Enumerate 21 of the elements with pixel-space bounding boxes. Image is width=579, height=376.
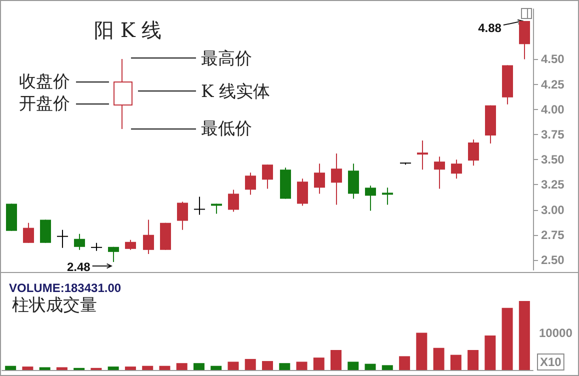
annotation: 收盘价 <box>19 72 70 92</box>
annotation: 2.48 <box>66 260 91 274</box>
chart-title: VOLUME:183431.00 <box>9 281 122 295</box>
annotation: 最低价 <box>201 119 252 139</box>
annotation: 4.88 <box>478 21 502 36</box>
y-tick-label: 2.75 <box>541 228 565 242</box>
chart-subtitle: 柱状成交量 <box>12 296 97 316</box>
text: 10000 <box>539 326 573 340</box>
y-tick-label: 3.00 <box>541 202 565 217</box>
y-tick-label: 3.50 <box>541 152 565 167</box>
annotation: K 线实体 <box>201 82 270 102</box>
text: X10 <box>540 355 562 369</box>
y-tick-label: 2.50 <box>541 252 565 267</box>
annotation: 开盘价 <box>19 94 70 114</box>
annotation: 最高价 <box>201 49 252 69</box>
y-tick-label: 4.25 <box>541 77 565 92</box>
y-tick-label: 3.25 <box>541 178 565 192</box>
text: 阳 K 线 <box>94 18 162 42</box>
y-tick-label: 3.75 <box>541 127 565 142</box>
y-tick-label: 4.00 <box>541 102 565 116</box>
y-tick-label: 4.50 <box>541 52 565 66</box>
